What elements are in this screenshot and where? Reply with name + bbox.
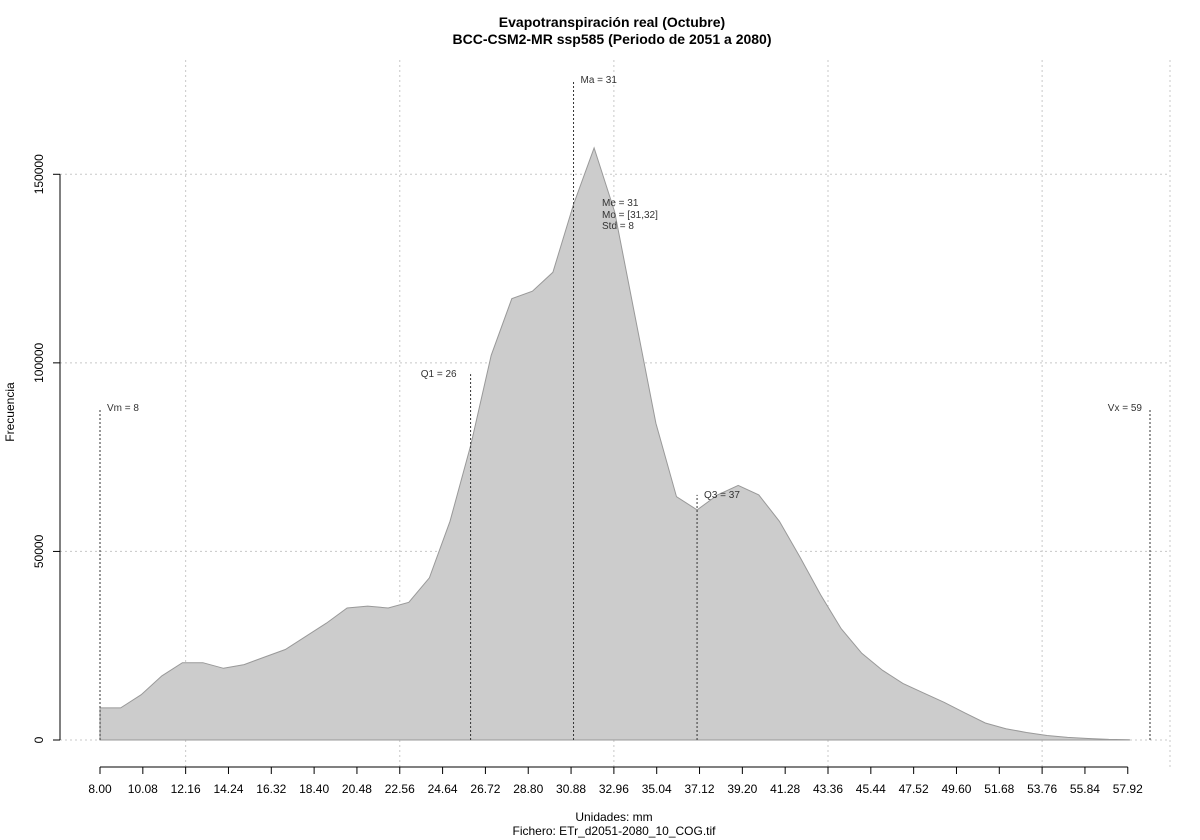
x-tick-label-14: 37.12 [685, 782, 715, 796]
x-tick-label-20: 49.60 [941, 782, 971, 796]
x-tick-label-1: 10.08 [128, 782, 158, 796]
y-tick-label-3: 150000 [32, 154, 46, 194]
chart-title: Evapotranspiración real (Octubre) [499, 14, 725, 30]
marker-label-4: Vx = 59 [1108, 403, 1143, 414]
marker-layer: Vm = 8 Q1 = 26 Ma = 31 Q3 = 37 Vx = 59 [99, 75, 1151, 740]
x-tick-label-6: 20.48 [342, 782, 372, 796]
chart-subtitle: BCC-CSM2-MR ssp585 (Periodo de 2051 a 20… [453, 31, 772, 47]
x-tick-label-17: 43.36 [813, 782, 843, 796]
stat-label-std: Std = 8 [602, 221, 634, 232]
axis-layer: 0 50000 100000 150000 8.00 10.08 12.16 14.24 16.… [32, 154, 1143, 796]
x-tick-label-19: 47.52 [899, 782, 929, 796]
x-tick-label-24: 57.92 [1113, 782, 1143, 796]
x-tick-label-5: 18.40 [299, 782, 329, 796]
x-tick-label-0: 8.00 [88, 782, 112, 796]
x-tick-label-23: 55.84 [1070, 782, 1100, 796]
stat-label-mode: Mo = [31,32] [602, 210, 658, 221]
y-tick-label-0: 0 [32, 736, 46, 743]
marker-label-1: Q1 = 26 [421, 369, 457, 380]
marker-label-3: Q3 = 37 [704, 490, 740, 501]
marker-label-2: Ma = 31 [581, 75, 618, 86]
x-tick-label-11: 30.88 [556, 782, 586, 796]
x-tick-label-18: 45.44 [856, 782, 886, 796]
x-tick-label-3: 14.24 [213, 782, 243, 796]
y-tick-label-2: 100000 [32, 343, 46, 383]
x-tick-label-7: 22.56 [385, 782, 415, 796]
stat-label-median: Me = 31 [602, 198, 639, 209]
x-tick-label-8: 24.64 [428, 782, 458, 796]
x-tick-label-10: 28.80 [513, 782, 543, 796]
x-tick-label-15: 39.20 [727, 782, 757, 796]
x-tick-label-12: 32.96 [599, 782, 629, 796]
x-tick-label-13: 35.04 [642, 782, 672, 796]
frequency-area [99, 146, 1130, 741]
x-tick-label-4: 16.32 [256, 782, 286, 796]
x-tick-label-2: 12.16 [171, 782, 201, 796]
area-layer [99, 146, 1130, 741]
marker-label-0: Vm = 8 [107, 403, 139, 414]
x-tick-label-9: 26.72 [470, 782, 500, 796]
y-axis-label: Frecuencia [3, 382, 17, 442]
x-tick-label-21: 51.68 [984, 782, 1014, 796]
x-tick-label-22: 53.76 [1027, 782, 1057, 796]
x-tick-label-16: 41.28 [770, 782, 800, 796]
y-tick-label-1: 50000 [32, 534, 46, 568]
footer-filename: Fichero: ETr_d2051-2080_10_COG.tif [513, 824, 717, 838]
x-axis-label: Unidades: mm [575, 810, 652, 824]
